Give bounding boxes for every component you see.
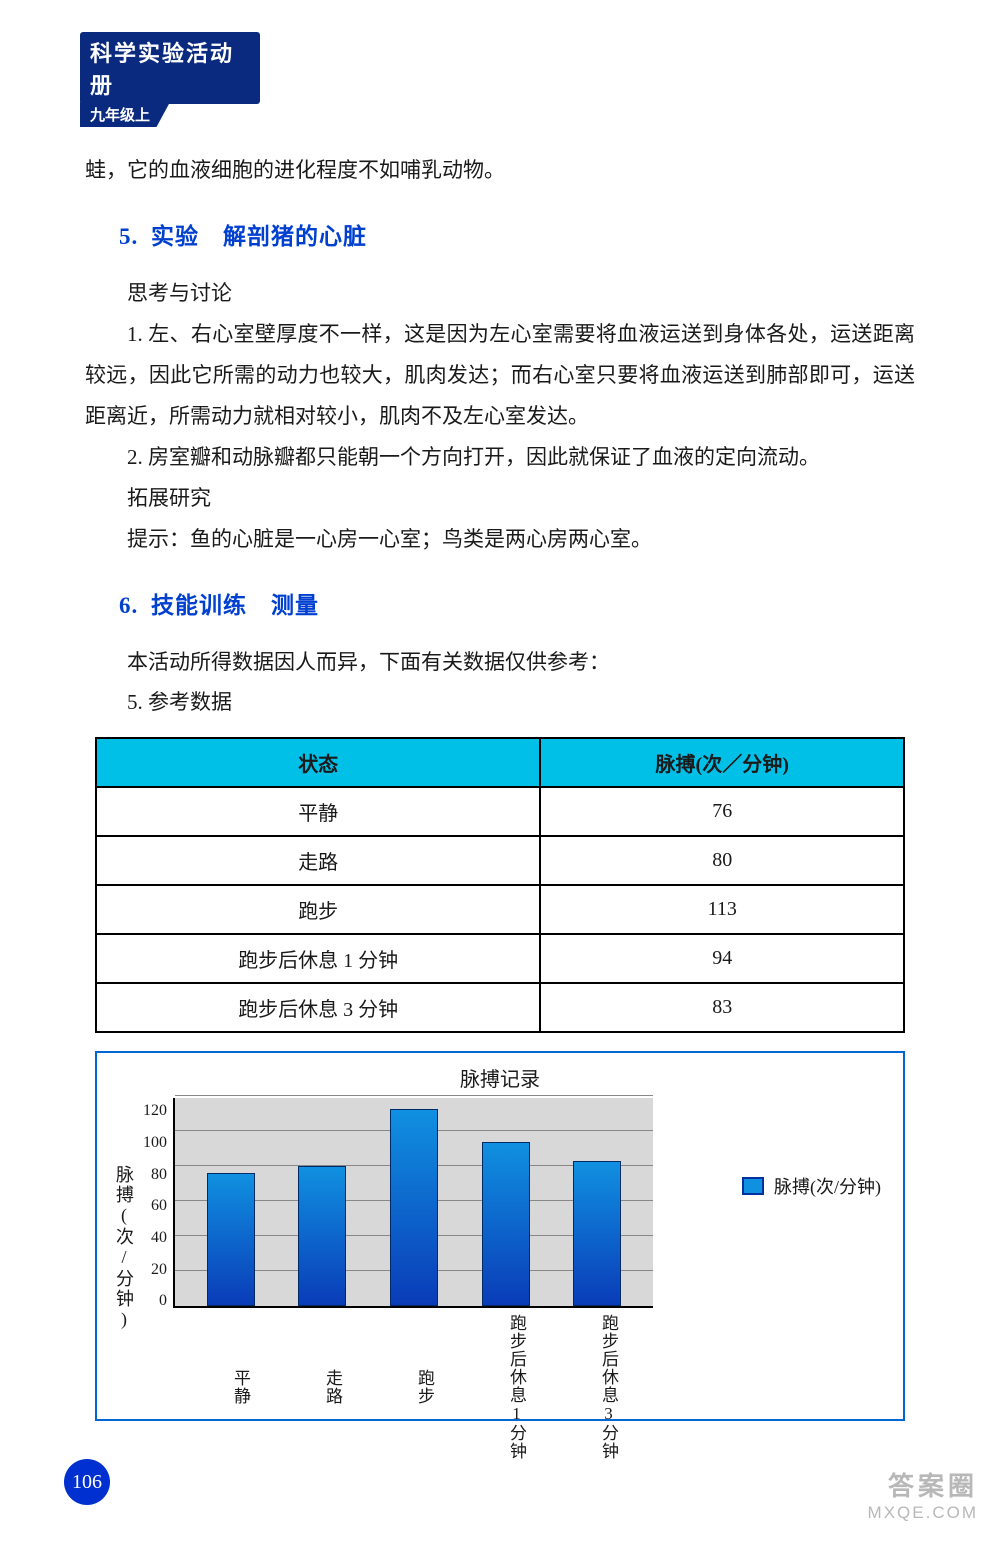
chart-x-label: 平静 (205, 1314, 253, 1460)
watermark-top: 答案圈 (868, 1466, 978, 1503)
chart-bar (390, 1109, 438, 1307)
book-grade: 九年级上 (80, 102, 170, 127)
table-header-state: 状态 (96, 738, 540, 787)
book-title: 科学实验活动册 (80, 32, 260, 104)
book-header: 科学实验活动册 九年级上 (80, 32, 260, 127)
legend-swatch (742, 1177, 764, 1195)
chart-y-axis-label: 脉搏(次/分钟) (111, 1165, 143, 1331)
chart-x-label: 跑步后休息1分钟 (481, 1314, 529, 1460)
intro-paragraph: 蛙，它的血液细胞的进化程度不如哺乳动物。 (85, 150, 915, 191)
section-6-title: 技能训练 测量 (151, 593, 319, 618)
pulse-chart: 脉搏记录 脉搏(次/分钟) 120 100 80 60 40 20 0 平静走路… (95, 1051, 905, 1421)
table-row: 跑步后休息 1 分钟 94 (96, 934, 904, 983)
legend-label: 脉搏(次/分钟) (774, 1173, 881, 1199)
chart-x-label: 跑步 (389, 1314, 437, 1460)
chart-y-ticks: 120 100 80 60 40 20 0 (143, 1102, 173, 1310)
section-6-heading: 6. 技能训练 测量 (119, 586, 915, 620)
watermark-bottom: MXQE.COM (868, 1503, 978, 1523)
chart-x-labels: 平静走路跑步跑步后休息1分钟跑步后休息3分钟 (173, 1308, 653, 1460)
chart-bar (482, 1142, 530, 1307)
extension-text: 提示：鱼的心脏是一心房一心室；鸟类是两心房两心室。 (85, 519, 915, 560)
table-row: 跑步 113 (96, 885, 904, 934)
page-number: 106 (64, 1459, 110, 1505)
chart-title: 脉搏记录 (111, 1063, 889, 1092)
page-content: 蛙，它的血液细胞的进化程度不如哺乳动物。 5. 实验 解剖猪的心脏 思考与讨论 … (85, 150, 915, 1421)
extension-label: 拓展研究 (85, 478, 915, 519)
table-row: 跑步后休息 3 分钟 83 (96, 983, 904, 1032)
chart-plot-area (173, 1098, 653, 1308)
table-row: 平静 76 (96, 787, 904, 836)
chart-bar (207, 1173, 255, 1306)
section-5-num: 5. (119, 224, 138, 249)
discuss-label: 思考与讨论 (85, 273, 915, 314)
section5-p1: 1. 左、右心室壁厚度不一样，这是因为左心室需要将血液运送到身体各处，运送距离较… (85, 314, 915, 437)
pulse-table: 状态 脉搏(次／分钟) 平静 76 走路 80 跑步 113 跑步后休息 1 分… (95, 737, 905, 1033)
chart-legend: 脉搏(次/分钟) (742, 1173, 881, 1199)
watermark: 答案圈 MXQE.COM (868, 1466, 978, 1523)
chart-bar (573, 1161, 621, 1306)
chart-x-label: 走路 (297, 1314, 345, 1460)
section6-intro: 本活动所得数据因人而异，下面有关数据仅供参考： (85, 642, 915, 683)
section-5-title: 实验 解剖猪的心脏 (151, 224, 367, 249)
chart-x-label: 跑步后休息3分钟 (573, 1314, 621, 1460)
section-6-num: 6. (119, 593, 138, 618)
section5-p2: 2. 房室瓣和动脉瓣都只能朝一个方向打开，因此就保证了血液的定向流动。 (85, 437, 915, 478)
chart-bar (298, 1166, 346, 1306)
table-header-pulse: 脉搏(次／分钟) (540, 738, 904, 787)
section-5-heading: 5. 实验 解剖猪的心脏 (119, 217, 915, 251)
table-row: 走路 80 (96, 836, 904, 885)
item5-label: 5. 参考数据 (85, 682, 915, 723)
